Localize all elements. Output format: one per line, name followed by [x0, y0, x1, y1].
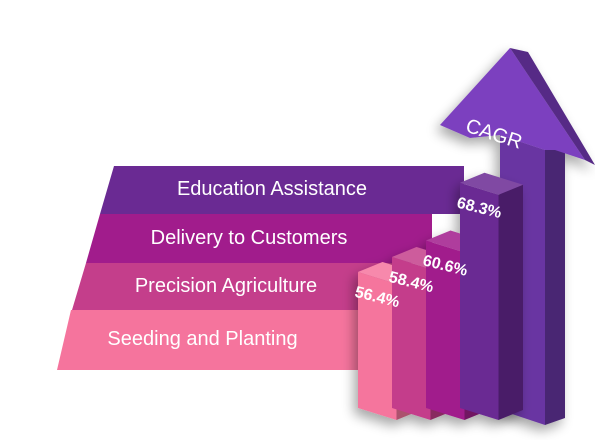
category-label: Seeding and Planting	[107, 328, 298, 350]
step-side	[498, 184, 523, 420]
arrow-head-side	[510, 48, 595, 165]
step-front	[460, 182, 499, 420]
value-steps	[358, 172, 523, 420]
source-line-2: Commercial Robotics Spending Guide 2016H…	[47, 397, 296, 411]
arrow-head	[440, 48, 585, 160]
band-1	[72, 263, 400, 310]
band-0	[57, 310, 368, 370]
step-front	[358, 272, 397, 420]
category-bands	[57, 166, 464, 370]
step-front	[426, 240, 465, 420]
step-front	[392, 257, 431, 420]
category-label: Delivery to Customers	[150, 226, 348, 249]
source-note: Source: IDC Worldwide Semiannual Commerc…	[47, 380, 296, 412]
arrow-shaft-side	[545, 140, 565, 425]
band-3	[100, 166, 464, 214]
band-2	[86, 214, 432, 263]
category-label: Education Assistance	[176, 178, 368, 200]
source-line-1: Source: IDC Worldwide Semiannual	[47, 381, 239, 395]
category-label: Precision Agriculture	[134, 274, 318, 297]
step-top	[460, 172, 523, 195]
